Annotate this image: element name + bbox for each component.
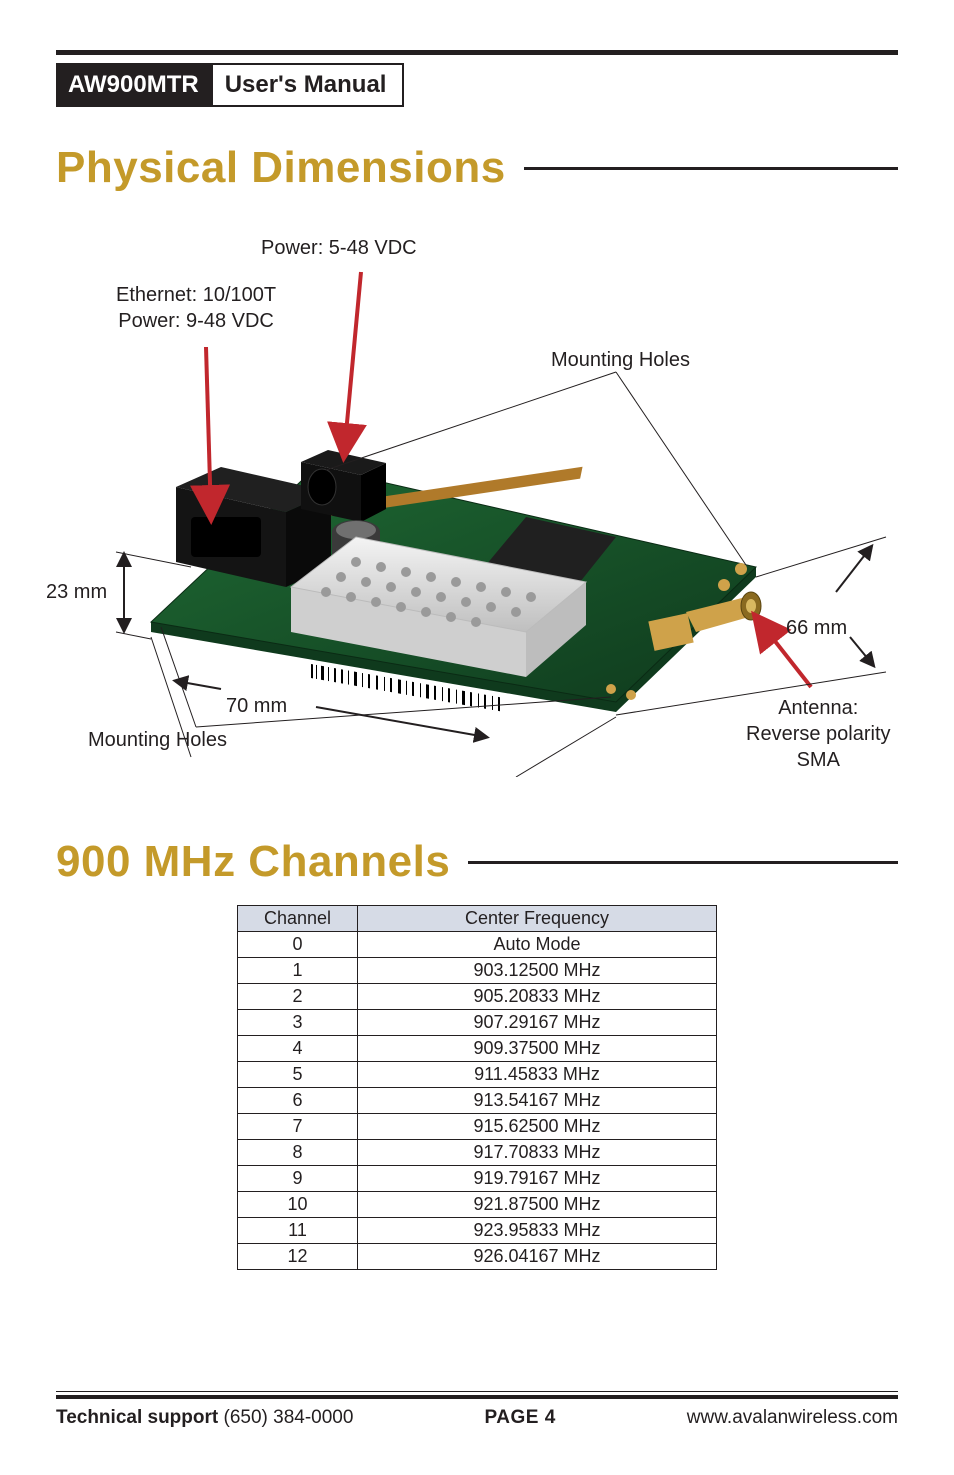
table-row: 10921.87500 MHz bbox=[238, 1192, 717, 1218]
cell-channel: 9 bbox=[238, 1166, 358, 1192]
footer-support-phone-text: (650) 384-0000 bbox=[224, 1407, 354, 1428]
cell-frequency: 903.12500 MHz bbox=[358, 958, 717, 984]
section-rule bbox=[468, 861, 898, 864]
cell-frequency: 915.62500 MHz bbox=[358, 1114, 717, 1140]
channels-table: Channel Center Frequency 0Auto Mode1903.… bbox=[237, 905, 717, 1270]
table-row: 2905.20833 MHz bbox=[238, 984, 717, 1010]
footer-support-label: Technical support bbox=[56, 1407, 218, 1428]
cell-channel: 0 bbox=[238, 932, 358, 958]
doc-subtitle: User's Manual bbox=[213, 65, 403, 105]
footer-url: www.avalanwireless.com bbox=[687, 1407, 898, 1429]
table-row: 6913.54167 MHz bbox=[238, 1088, 717, 1114]
label-antenna-line2: Reverse polarity bbox=[746, 723, 891, 745]
table-row: 12926.04167 MHz bbox=[238, 1244, 717, 1270]
top-rule bbox=[56, 50, 898, 55]
sma-connector bbox=[648, 592, 761, 651]
label-dim-width: 70 mm bbox=[226, 693, 287, 719]
rf-shield bbox=[291, 537, 586, 716]
cell-frequency: 926.04167 MHz bbox=[358, 1244, 717, 1270]
cell-channel: 11 bbox=[238, 1218, 358, 1244]
footer-rule-thin bbox=[56, 1391, 898, 1392]
table-row: 3907.29167 MHz bbox=[238, 1010, 717, 1036]
table-row: 4909.37500 MHz bbox=[238, 1036, 717, 1062]
cell-channel: 5 bbox=[238, 1062, 358, 1088]
label-mounting-bottom: Mounting Holes bbox=[88, 727, 227, 753]
cell-frequency: 917.70833 MHz bbox=[358, 1140, 717, 1166]
label-ethernet-line1: Ethernet: 10/100T bbox=[116, 284, 276, 306]
page-footer: Technical support (650) 384-0000 PAGE 4 … bbox=[56, 1391, 898, 1429]
doc-tag: AW900MTR User's Manual bbox=[56, 63, 404, 107]
th-frequency: Center Frequency bbox=[358, 906, 717, 932]
doc-model: AW900MTR bbox=[58, 65, 213, 105]
section1-title: Physical Dimensions bbox=[56, 143, 506, 193]
cell-frequency: 913.54167 MHz bbox=[358, 1088, 717, 1114]
board-diagram: Power: 5-48 VDC Ethernet: 10/100T Power:… bbox=[56, 217, 896, 777]
power-jack bbox=[301, 450, 386, 522]
cell-channel: 1 bbox=[238, 958, 358, 984]
cell-channel: 10 bbox=[238, 1192, 358, 1218]
cell-frequency: 911.45833 MHz bbox=[358, 1062, 717, 1088]
label-antenna: Antenna: Reverse polarity SMA bbox=[746, 695, 891, 773]
footer-support: Technical support (650) 384-0000 bbox=[56, 1407, 353, 1429]
cell-frequency: 921.87500 MHz bbox=[358, 1192, 717, 1218]
label-antenna-line1: Antenna: bbox=[778, 697, 858, 719]
table-row: 7915.62500 MHz bbox=[238, 1114, 717, 1140]
label-power-top: Power: 5-48 VDC bbox=[261, 235, 417, 261]
section2-title: 900 MHz Channels bbox=[56, 837, 450, 887]
table-row: 5911.45833 MHz bbox=[238, 1062, 717, 1088]
cell-channel: 3 bbox=[238, 1010, 358, 1036]
table-row: 1903.12500 MHz bbox=[238, 958, 717, 984]
cell-frequency: 905.20833 MHz bbox=[358, 984, 717, 1010]
cell-frequency: 907.29167 MHz bbox=[358, 1010, 717, 1036]
cell-channel: 6 bbox=[238, 1088, 358, 1114]
cell-frequency: 909.37500 MHz bbox=[358, 1036, 717, 1062]
section-channels: 900 MHz Channels Channel Center Frequenc… bbox=[56, 837, 898, 1270]
cell-frequency: 923.95833 MHz bbox=[358, 1218, 717, 1244]
footer-rule-thick bbox=[56, 1395, 898, 1399]
table-row: 8917.70833 MHz bbox=[238, 1140, 717, 1166]
table-header-row: Channel Center Frequency bbox=[238, 906, 717, 932]
pcb bbox=[151, 450, 761, 716]
section-rule bbox=[524, 167, 898, 170]
footer-page: PAGE 4 bbox=[484, 1407, 555, 1429]
cell-channel: 4 bbox=[238, 1036, 358, 1062]
table-row: 0Auto Mode bbox=[238, 932, 717, 958]
cell-channel: 8 bbox=[238, 1140, 358, 1166]
cell-frequency: Auto Mode bbox=[358, 932, 717, 958]
cell-channel: 7 bbox=[238, 1114, 358, 1140]
label-mounting-top: Mounting Holes bbox=[551, 347, 690, 373]
label-ethernet-line2: Power: 9-48 VDC bbox=[118, 310, 274, 332]
cell-frequency: 919.79167 MHz bbox=[358, 1166, 717, 1192]
label-ethernet: Ethernet: 10/100T Power: 9-48 VDC bbox=[116, 282, 276, 334]
table-row: 9919.79167 MHz bbox=[238, 1166, 717, 1192]
cell-channel: 2 bbox=[238, 984, 358, 1010]
table-row: 11923.95833 MHz bbox=[238, 1218, 717, 1244]
cell-channel: 12 bbox=[238, 1244, 358, 1270]
rj45 bbox=[176, 467, 331, 587]
label-dim-height: 23 mm bbox=[46, 579, 107, 605]
th-channel: Channel bbox=[238, 906, 358, 932]
section-physical-dimensions: Physical Dimensions bbox=[56, 143, 898, 777]
label-antenna-line3: SMA bbox=[797, 749, 840, 771]
label-dim-depth: 66 mm bbox=[786, 615, 847, 641]
